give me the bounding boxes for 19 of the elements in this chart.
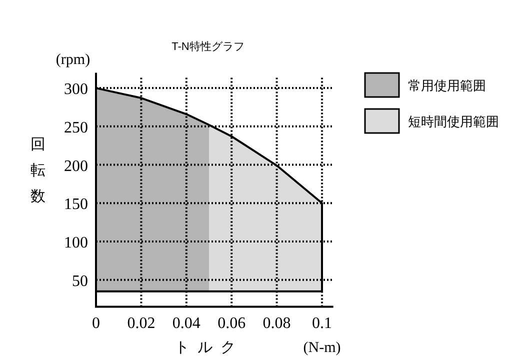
x-tick-label: 0.04 (172, 315, 200, 332)
y-tick-label: 200 (64, 158, 88, 175)
x-axis-title: トルク (174, 340, 244, 356)
chart-title: T-N特性グラフ (172, 41, 244, 53)
y-tick-label: 150 (64, 196, 88, 214)
y-axis-title: 回転数 (30, 137, 46, 205)
text: (rpm) (56, 52, 90, 68)
x-tick-label: 0.08 (262, 315, 291, 332)
x-tick-label: 0.06 (218, 315, 246, 332)
text: (N-m) (303, 340, 341, 356)
y-tick-label: 100 (64, 234, 88, 252)
x-tick-label: 0 (92, 315, 100, 332)
y-tick-label: 300 (64, 81, 88, 98)
y-tick-label: 50 (72, 272, 88, 290)
legend-label: 短時間使用範囲 (408, 114, 499, 129)
y-tick-label: 250 (64, 119, 88, 136)
legend-label: 常用使用範囲 (408, 78, 486, 93)
x-tick-label: 0.02 (127, 315, 156, 332)
x-tick-label: 0.1 (312, 315, 332, 332)
